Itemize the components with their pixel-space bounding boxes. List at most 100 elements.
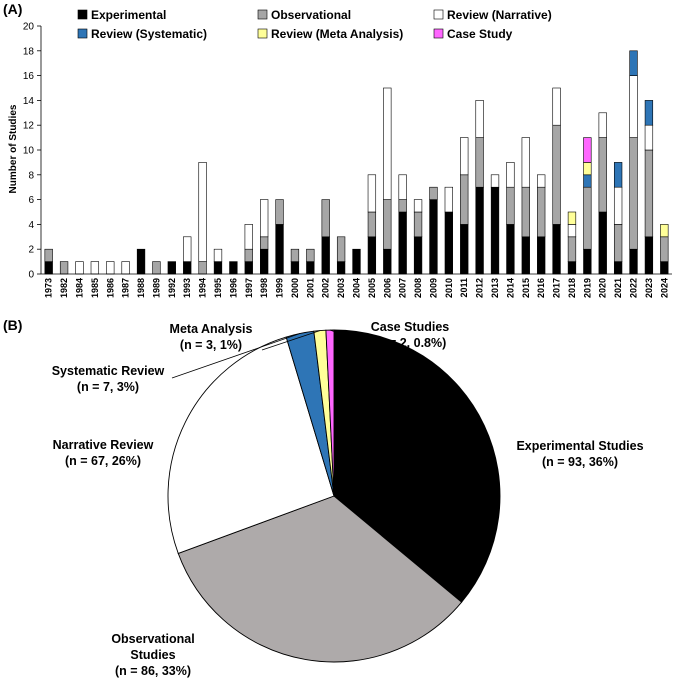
y-axis-ticks: 0 2 4 6 8 10 12 14 16 18 20 <box>23 22 41 281</box>
bar-observational-1998 <box>260 236 269 250</box>
y-tick-label: 8 <box>28 170 34 181</box>
bar-observational-2011 <box>460 174 469 225</box>
x-tick-label: 2004 <box>352 278 362 298</box>
bar-review-meta-analysis-2019 <box>583 162 592 176</box>
x-tick-label: 1982 <box>59 278 69 298</box>
pie-label-case-studies: Case Studies (n = 2, 0.8%) <box>371 320 450 350</box>
x-tick-label: 2002 <box>321 278 331 298</box>
x-tick-label: 2015 <box>521 278 531 298</box>
bar-review-narrative-1995 <box>213 248 223 262</box>
y-tick-label: 16 <box>23 71 35 82</box>
legend: Experimental Observational Review (Narrati… <box>77 8 552 41</box>
legend-swatch-experimental <box>77 9 88 20</box>
leader-line-meta-analysis <box>261 330 320 351</box>
x-tick-label: 2006 <box>382 278 392 298</box>
y-tick-label: 18 <box>23 46 35 57</box>
bar-review-narrative-2022 <box>629 75 638 138</box>
bar-review-systematic-2019 <box>583 174 592 188</box>
bar-observational-1999 <box>275 199 284 225</box>
bar-review-systematic-2021 <box>613 162 623 188</box>
bar-observational-2023 <box>644 149 654 238</box>
bar-observational-2014 <box>506 186 515 225</box>
bar-experimental-2005 <box>367 236 377 275</box>
bar-experimental-2009 <box>429 199 438 275</box>
legend-label-experimental: Experimental <box>91 8 166 22</box>
x-tick-label: 1984 <box>74 278 84 298</box>
bar-observational-1994 <box>198 261 207 275</box>
pie-slice-observational-studies <box>177 495 463 663</box>
y-tick-label: 2 <box>28 245 34 256</box>
bar-experimental-2010 <box>444 211 453 275</box>
pie-label-line: (n = 3, 1%) <box>180 338 242 352</box>
x-tick-label: 2011 <box>459 278 469 298</box>
bar-experimental-2011 <box>460 224 469 275</box>
x-tick-label: 1994 <box>198 278 208 298</box>
x-tick-label: 2023 <box>644 278 654 298</box>
bar-observational-2009 <box>429 186 438 200</box>
bar-experimental-2017 <box>552 224 561 275</box>
bar-review-narrative-2008 <box>413 199 423 213</box>
bar-observational-2015 <box>521 186 530 238</box>
bar-observational-2016 <box>537 186 546 238</box>
x-tick-label: 1992 <box>167 278 177 298</box>
bar-observational-2020 <box>598 137 607 213</box>
bar-observational-2007 <box>398 199 407 213</box>
x-tick-label: 2005 <box>367 278 377 298</box>
bar-observational-2000 <box>290 248 300 262</box>
x-tick-label: 1987 <box>121 278 131 298</box>
bar-experimental-2013 <box>490 186 500 275</box>
x-axis-ticks: 1973 1982 1984 1985 1986 1987 1988 1989 1992 1993… <box>44 278 670 298</box>
bar-case-study-2019 <box>583 137 592 163</box>
bar-experimental-2004 <box>352 248 361 275</box>
y-tick-label: 12 <box>23 121 35 132</box>
bar-observational-1997 <box>244 248 253 262</box>
pie-label-line: Experimental Studies <box>516 439 643 453</box>
bar-review-narrative-2021 <box>613 186 623 225</box>
bar-review-narrative-1994 <box>198 162 207 262</box>
pie-label-line: Systematic Review <box>52 364 165 378</box>
pie-label-experimental-studies: Experimental Studies (n = 93, 36%) <box>516 439 643 469</box>
bar-experimental-2024 <box>660 261 669 275</box>
pie-label-line: (n = 2, 0.8%) <box>374 336 447 350</box>
x-tick-label: 1989 <box>151 278 161 298</box>
pie-label-line: Narrative Review <box>53 438 154 452</box>
bar-experimental-2022 <box>629 248 638 275</box>
bar-review-systematic-2023 <box>644 100 654 126</box>
pie-label-line: Studies <box>130 648 175 662</box>
x-tick-label: 2020 <box>598 278 608 298</box>
x-tick-label: 2000 <box>290 278 300 298</box>
bar-review-narrative-1997 <box>244 224 253 250</box>
x-tick-label: 2024 <box>659 278 669 298</box>
pie-label-line: Meta Analysis <box>170 322 253 336</box>
bar-observational-2003 <box>336 236 346 262</box>
pie-label-line: (n = 86, 33%) <box>115 664 191 678</box>
x-tick-label: 2018 <box>567 278 577 298</box>
bar-review-narrative-1985 <box>90 261 100 275</box>
x-tick-label: 1988 <box>136 278 146 298</box>
bar-observational-2012 <box>475 137 484 188</box>
legend-label-observational: Observational <box>271 8 351 22</box>
bar-observational-2022 <box>629 137 638 250</box>
bar-review-narrative-2012 <box>475 100 484 138</box>
y-tick-label: 6 <box>28 195 34 206</box>
pie-label-line: (n = 7, 3%) <box>77 380 139 394</box>
bar-observational-1973 <box>44 248 53 262</box>
pie-label-meta-analysis: Meta Analysis (n = 3, 1%) <box>170 322 253 352</box>
x-tick-label: 1973 <box>44 278 54 298</box>
bar-review-narrative-2018 <box>567 224 577 238</box>
pie-label-narrative-review: Narrative Review (n = 67, 26%) <box>53 438 154 468</box>
x-tick-label: 2017 <box>552 278 562 298</box>
panel-b-label: (B) <box>3 317 22 333</box>
bar-observational-1982 <box>59 261 69 275</box>
bar-experimental-2018 <box>567 261 577 275</box>
stacked-bar-chart: Number of Studies 0 2 4 6 8 10 12 14 16 18 20 1973… <box>8 8 672 298</box>
bar-experimental-2001 <box>306 261 315 275</box>
bar-review-narrative-2020 <box>598 112 607 138</box>
panel-a-label: (A) <box>3 1 22 17</box>
bar-review-narrative-2014 <box>506 162 515 188</box>
bar-observational-2008 <box>413 211 423 238</box>
x-tick-label: 2014 <box>505 278 515 298</box>
bar-experimental-2007 <box>398 211 407 275</box>
pie-slices <box>167 329 501 663</box>
